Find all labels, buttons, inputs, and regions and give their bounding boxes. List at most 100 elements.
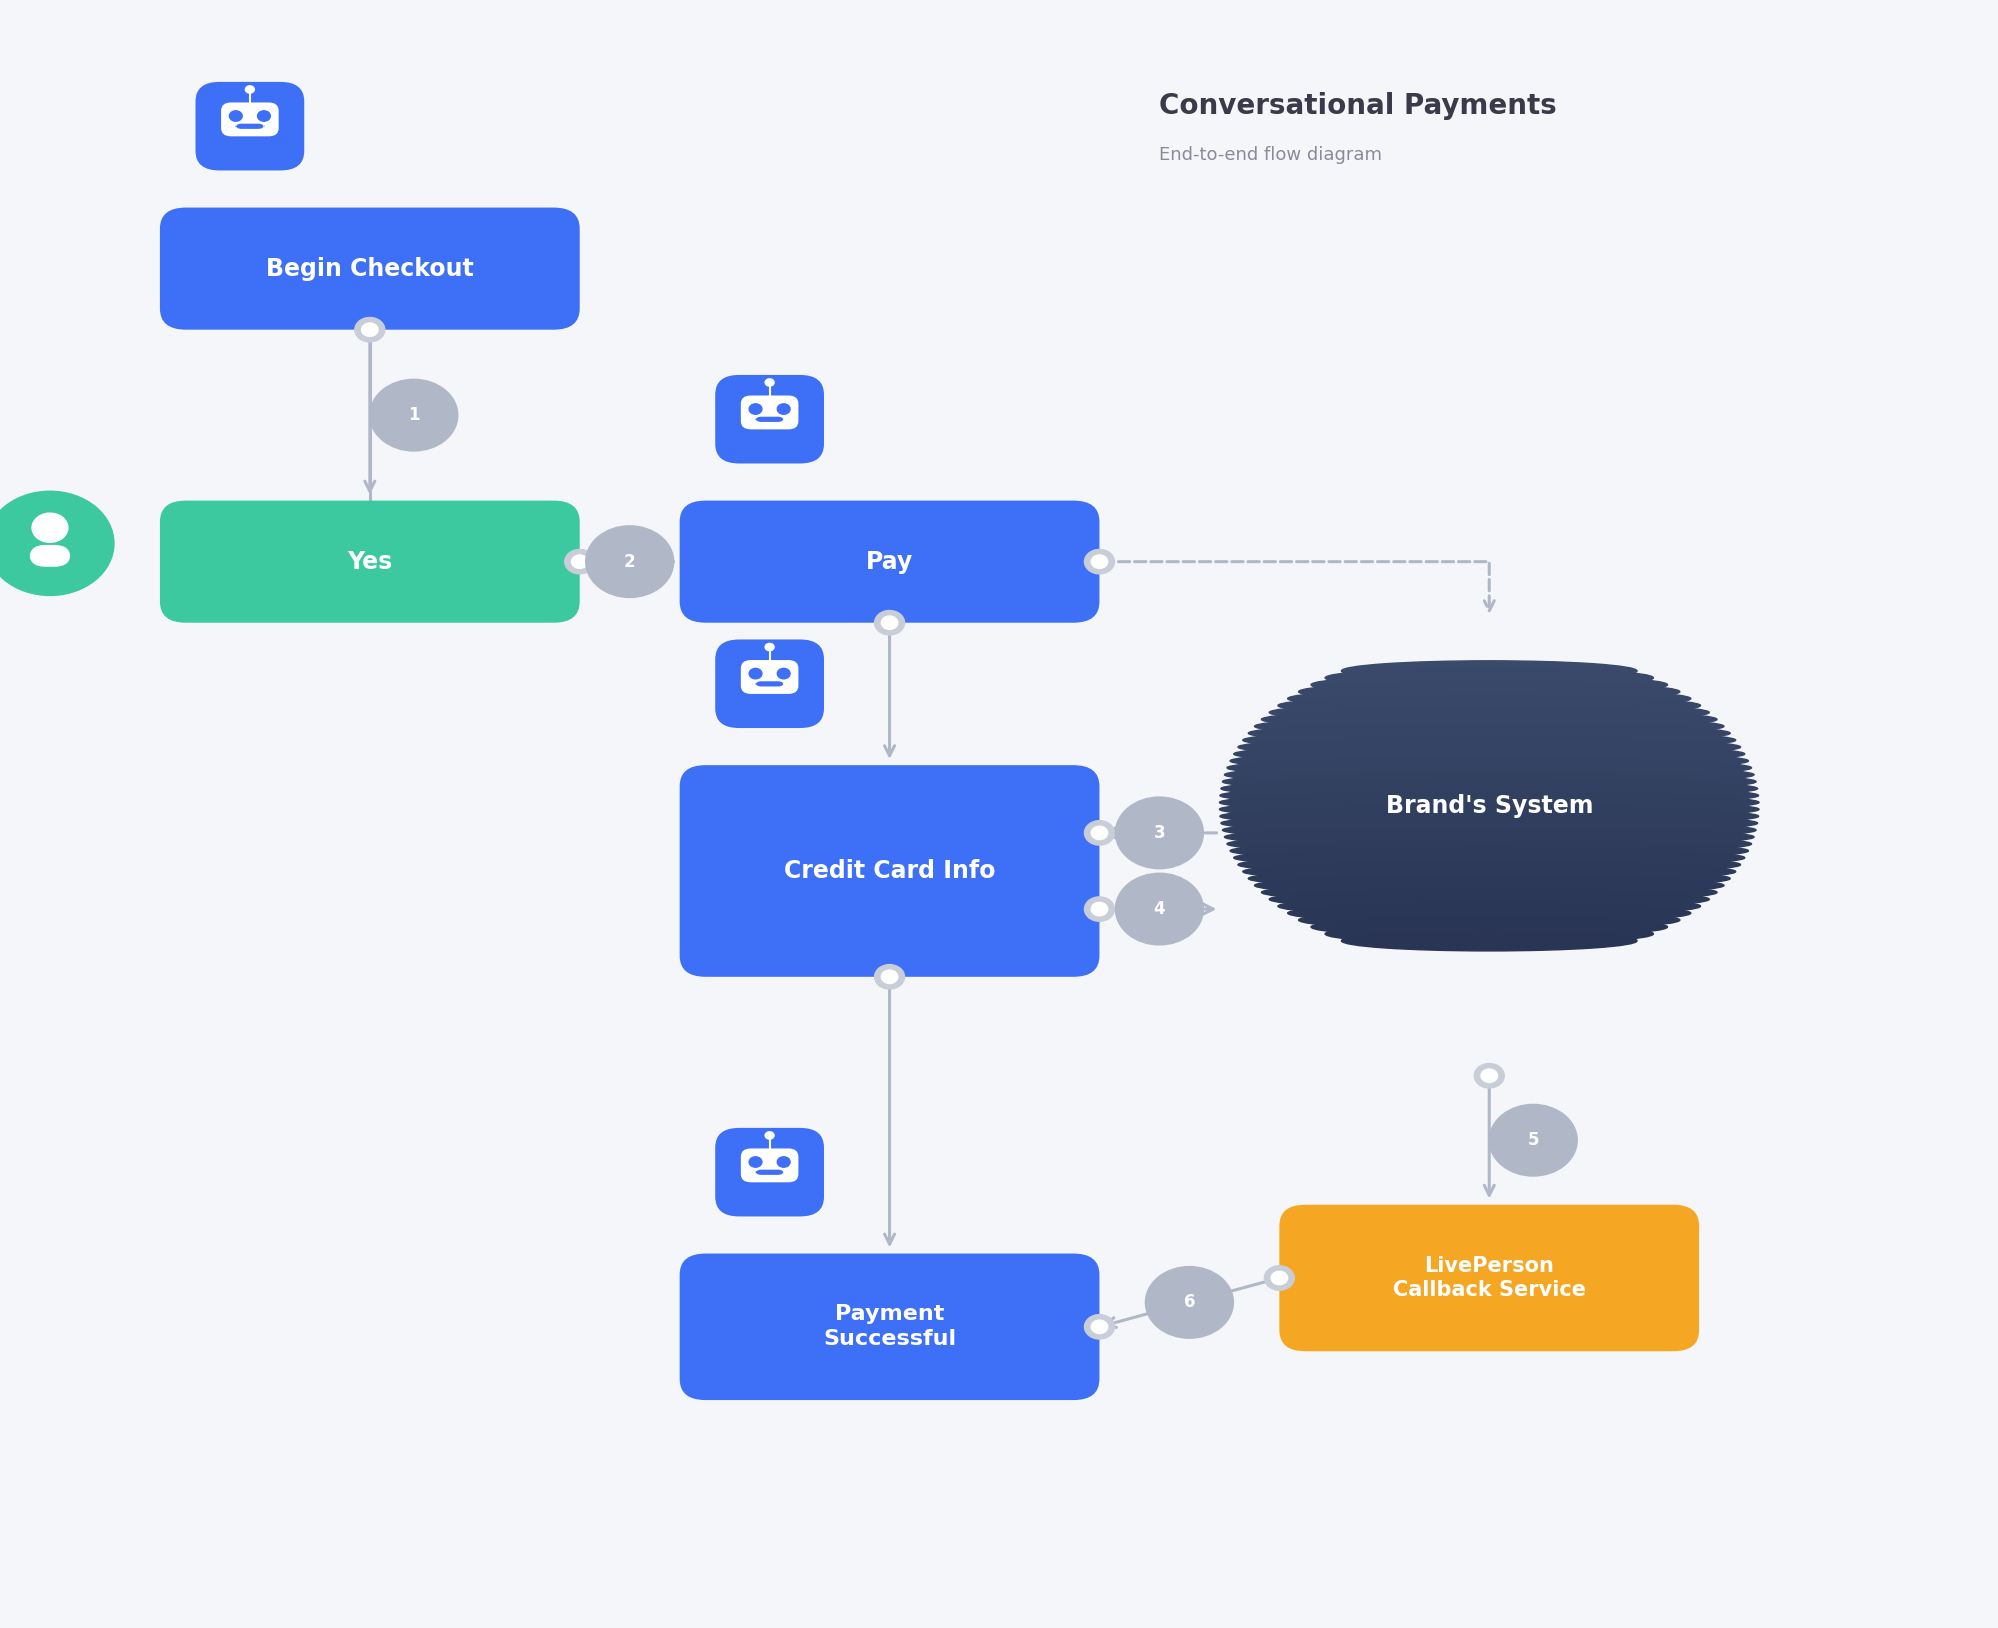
Text: Conversational Payments: Conversational Payments [1159,91,1556,120]
Circle shape [1145,1267,1233,1338]
FancyBboxPatch shape [715,374,823,464]
Ellipse shape [1243,861,1734,882]
Ellipse shape [1221,778,1756,799]
Circle shape [749,404,761,414]
Text: Credit Card Info: Credit Card Info [783,860,995,882]
Ellipse shape [1223,772,1754,791]
Text: Brand's System: Brand's System [1385,794,1592,817]
Circle shape [1091,1320,1107,1333]
Ellipse shape [1237,855,1740,874]
Text: Yes: Yes [348,550,392,573]
Circle shape [765,643,773,651]
Circle shape [563,549,593,573]
FancyBboxPatch shape [715,1128,823,1216]
Text: 1: 1 [408,405,420,425]
Ellipse shape [1299,682,1678,702]
Circle shape [1489,1104,1576,1175]
Circle shape [230,111,242,120]
Ellipse shape [1247,723,1730,744]
Circle shape [1263,1267,1295,1289]
Ellipse shape [1325,667,1652,689]
Circle shape [1115,798,1203,869]
Circle shape [1091,825,1107,840]
Ellipse shape [1325,923,1652,944]
Ellipse shape [1299,910,1678,930]
Circle shape [258,111,270,120]
Circle shape [749,1158,761,1167]
Ellipse shape [1341,931,1636,951]
Circle shape [1481,1070,1497,1083]
FancyBboxPatch shape [160,208,579,329]
Circle shape [1271,1271,1287,1284]
Ellipse shape [1287,689,1690,708]
Circle shape [32,513,68,542]
Circle shape [875,964,903,988]
Ellipse shape [1261,710,1716,729]
Ellipse shape [1227,757,1750,778]
Ellipse shape [1261,882,1716,902]
Circle shape [0,492,114,596]
Circle shape [585,526,673,597]
Text: 5: 5 [1526,1131,1538,1149]
Ellipse shape [1341,661,1636,681]
Ellipse shape [1233,744,1744,764]
Ellipse shape [1277,895,1700,917]
Circle shape [362,322,378,337]
Ellipse shape [1269,702,1708,723]
Circle shape [765,379,773,386]
FancyBboxPatch shape [196,81,304,171]
Circle shape [246,86,254,93]
Circle shape [1091,555,1107,568]
FancyBboxPatch shape [30,545,70,567]
Circle shape [875,610,903,635]
FancyBboxPatch shape [679,1254,1099,1400]
Circle shape [354,317,384,342]
Ellipse shape [1219,799,1758,819]
Text: End-to-end flow diagram: End-to-end flow diagram [1159,145,1383,164]
Ellipse shape [1219,785,1758,806]
Circle shape [1083,549,1115,573]
Circle shape [777,669,789,679]
Circle shape [749,669,761,679]
FancyBboxPatch shape [755,681,783,687]
Ellipse shape [1219,793,1758,812]
Circle shape [370,379,458,451]
FancyBboxPatch shape [679,501,1099,622]
FancyBboxPatch shape [1279,1205,1698,1351]
Ellipse shape [1255,876,1722,895]
Text: Begin Checkout: Begin Checkout [266,257,474,280]
Text: 4: 4 [1153,900,1165,918]
Ellipse shape [1227,834,1750,855]
Circle shape [571,555,587,568]
Circle shape [1083,1315,1115,1338]
FancyBboxPatch shape [741,396,797,430]
Circle shape [1083,821,1115,845]
Circle shape [1091,902,1107,917]
FancyBboxPatch shape [741,659,797,694]
Text: 6: 6 [1183,1293,1195,1312]
Ellipse shape [1243,729,1734,751]
FancyBboxPatch shape [679,765,1099,977]
Ellipse shape [1247,868,1730,889]
Text: 2: 2 [623,552,635,571]
Ellipse shape [1229,751,1748,772]
Circle shape [777,404,789,414]
Ellipse shape [1269,889,1708,910]
Ellipse shape [1237,737,1740,757]
FancyBboxPatch shape [236,124,264,129]
FancyBboxPatch shape [715,640,823,728]
Text: LivePerson
Callback Service: LivePerson Callback Service [1393,1255,1584,1301]
Circle shape [1083,897,1115,921]
FancyBboxPatch shape [755,417,783,422]
Ellipse shape [1311,917,1666,938]
FancyBboxPatch shape [741,1148,797,1182]
Circle shape [777,1158,789,1167]
Ellipse shape [1229,840,1748,861]
Ellipse shape [1311,674,1666,695]
FancyBboxPatch shape [222,103,278,137]
Circle shape [1115,873,1203,944]
Circle shape [881,970,897,983]
Ellipse shape [1221,812,1756,834]
Ellipse shape [1225,765,1752,785]
Circle shape [765,1131,773,1140]
